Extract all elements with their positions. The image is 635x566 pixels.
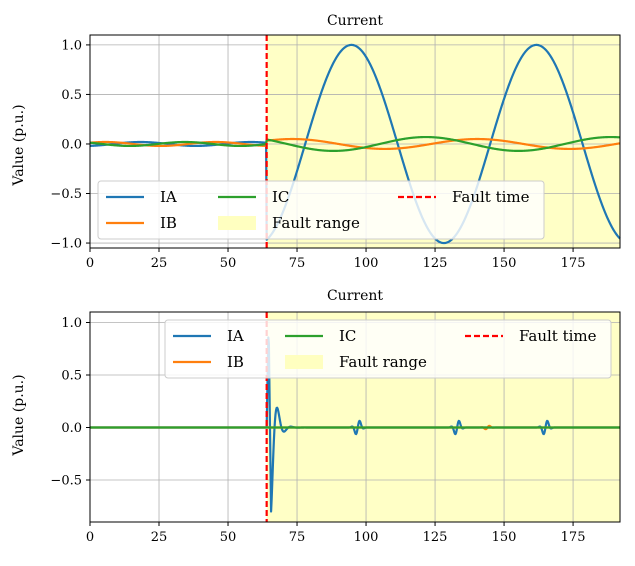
top-x-tick-label: 0 bbox=[86, 256, 94, 271]
top-series-ib bbox=[89, 137, 621, 151]
bottom-chart-panel: Current Value (p.u.) 0 25 50 75 100 125 150 175… bbox=[11, 288, 621, 545]
bottom-chart-y-label: Value (p.u.) bbox=[11, 374, 27, 456]
bottom-x-tick-label: 125 bbox=[423, 530, 448, 545]
bottom-legend-ia-label: IA bbox=[227, 327, 244, 345]
top-x-tick-label: 175 bbox=[561, 256, 586, 271]
top-x-tick-label: 150 bbox=[492, 256, 517, 271]
top-axes-frame bbox=[89, 34, 621, 249]
bottom-legend-fault-time-label: Fault time bbox=[519, 327, 597, 345]
top-y-tick-label: 0.5 bbox=[61, 88, 82, 103]
bottom-x-tick-label: 0 bbox=[86, 530, 94, 545]
bottom-x-tick-label: 75 bbox=[289, 530, 306, 545]
top-chart-plot-area: 0 25 50 75 100 125 150 175 −1.0 −0.5 0.0 0.5 1.0 IA IC… bbox=[50, 34, 621, 271]
top-legend-ia-label: IA bbox=[160, 188, 177, 206]
top-legend-ic-label: IC bbox=[272, 188, 289, 206]
bottom-x-tick-label: 100 bbox=[354, 530, 379, 545]
top-legend-fault-time-label: Fault time bbox=[452, 188, 530, 206]
bottom-x-tick-label: 25 bbox=[151, 530, 168, 545]
bottom-axes-frame bbox=[89, 311, 621, 523]
bottom-chart-title: Current bbox=[327, 288, 383, 304]
bottom-y-tick-label: 1.0 bbox=[61, 316, 82, 331]
bottom-legend-fault-range-swatch bbox=[285, 355, 323, 369]
bottom-y-tick-label: −0.5 bbox=[50, 474, 82, 489]
top-legend-box bbox=[97, 180, 545, 240]
top-legend-fault-range-label: Fault range bbox=[272, 214, 360, 232]
bottom-legend-ic-label: IC bbox=[339, 327, 356, 345]
bottom-legend-box bbox=[164, 319, 612, 379]
bottom-legend-fault-range-label: Fault range bbox=[339, 353, 427, 371]
bottom-x-tick-label: 175 bbox=[561, 530, 586, 545]
bottom-y-tick-label: 0.0 bbox=[61, 421, 82, 436]
top-x-tick-label: 25 bbox=[151, 256, 168, 271]
top-y-tick-label: −0.5 bbox=[50, 187, 82, 202]
top-y-tick-label: −1.0 bbox=[50, 237, 82, 252]
bottom-x-tick-label: 150 bbox=[492, 530, 517, 545]
bottom-x-tick-label: 50 bbox=[220, 530, 237, 545]
bottom-legend-ib-label: IB bbox=[227, 353, 244, 371]
top-x-tick-label: 125 bbox=[423, 256, 448, 271]
top-legend-fault-range-swatch bbox=[218, 216, 256, 230]
top-x-tick-label: 50 bbox=[220, 256, 237, 271]
bottom-chart-plot-area: 0 25 50 75 100 125 150 175 −0.5 0.0 0.5 1.0 IA IC Faul… bbox=[50, 311, 621, 545]
top-x-tick-label: 100 bbox=[354, 256, 379, 271]
top-chart-title: Current bbox=[327, 13, 383, 29]
top-y-tick-label: 1.0 bbox=[61, 38, 82, 53]
top-legend-ib-label: IB bbox=[160, 214, 177, 232]
top-series-ic bbox=[89, 135, 621, 153]
top-chart-y-label: Value (p.u.) bbox=[11, 104, 27, 186]
top-y-tick-label: 0.0 bbox=[61, 137, 82, 152]
top-chart-panel: Current Value (p.u.) 0 25 50 75 100 125 150 175… bbox=[11, 13, 621, 271]
top-x-tick-label: 75 bbox=[289, 256, 306, 271]
bottom-y-tick-label: 0.5 bbox=[61, 369, 82, 384]
